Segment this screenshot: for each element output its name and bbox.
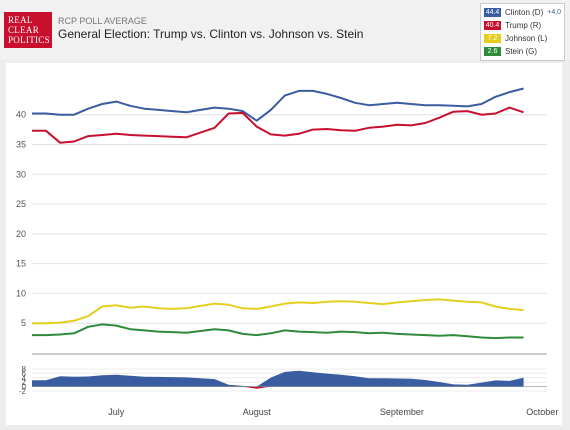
y-tick-label: 40 [16,110,26,120]
logo-line: REAL [8,15,33,25]
spread-y-tick-label: 6 [22,369,27,378]
legend: 44.4 Clinton (D) +4.0 40.4 Trump (R) 7.2… [480,3,565,61]
legend-label: Johnson (L) [505,34,548,43]
chart-title: General Election: Trump vs. Clinton vs. … [58,27,364,41]
spread-y-tick-label: 4 [22,374,27,383]
rcp-logo[interactable]: REAL CLEAR POLITICS [4,12,52,48]
legend-value: 40.4 [484,21,501,30]
x-tick-label: July [108,407,125,417]
spread-y-tick-label: 2 [22,378,27,387]
spread-y-tick-label: 0 [22,383,27,392]
x-tick-label: September [380,407,424,417]
legend-value: 7.2 [484,34,501,43]
y-tick-label: 20 [16,229,26,239]
x-tick-label: October [526,407,558,417]
header: REAL CLEAR POLITICS RCP POLL AVERAGE Gen… [0,0,570,61]
spread-y-tick-label: -2 [19,387,27,396]
legend-value: 44.4 [484,8,501,17]
spread-y-tick-label: 8 [22,365,27,374]
legend-item-clinton[interactable]: 44.4 Clinton (D) +4.0 [484,7,561,18]
legend-lead: +4.0 [547,9,562,16]
y-tick-label: 30 [16,169,26,179]
logo-line: CLEAR [8,25,40,35]
y-tick-label: 5 [21,318,26,328]
legend-item-trump[interactable]: 40.4 Trump (R) [484,20,541,31]
y-tick-label: 10 [16,288,26,298]
legend-item-stein[interactable]: 2.6 Stein (G) [484,46,537,57]
series-line-stein [32,323,524,340]
chart-subtitle: RCP POLL AVERAGE [58,16,147,26]
legend-value: 2.6 [484,47,501,56]
legend-label: Stein (G) [505,47,538,56]
chart-area: 5 10 15 20 25 30 35 40 8 6 4 2 0 -2 July August Septembe… [6,63,562,425]
legend-item-johnson[interactable]: 7.2 Johnson (L) [484,33,547,44]
series-line-johnson [32,298,524,325]
legend-label: Clinton (D) [505,8,544,17]
series-line-trump [32,106,524,144]
series-line-clinton [32,87,524,122]
y-tick-label: 15 [16,259,26,269]
legend-label: Trump (R) [505,21,542,30]
y-tick-label: 35 [16,139,26,149]
y-tick-label: 25 [16,199,26,209]
x-tick-label: August [243,407,272,417]
spread-area-positive [32,370,524,387]
logo-line: POLITICS [8,35,50,45]
